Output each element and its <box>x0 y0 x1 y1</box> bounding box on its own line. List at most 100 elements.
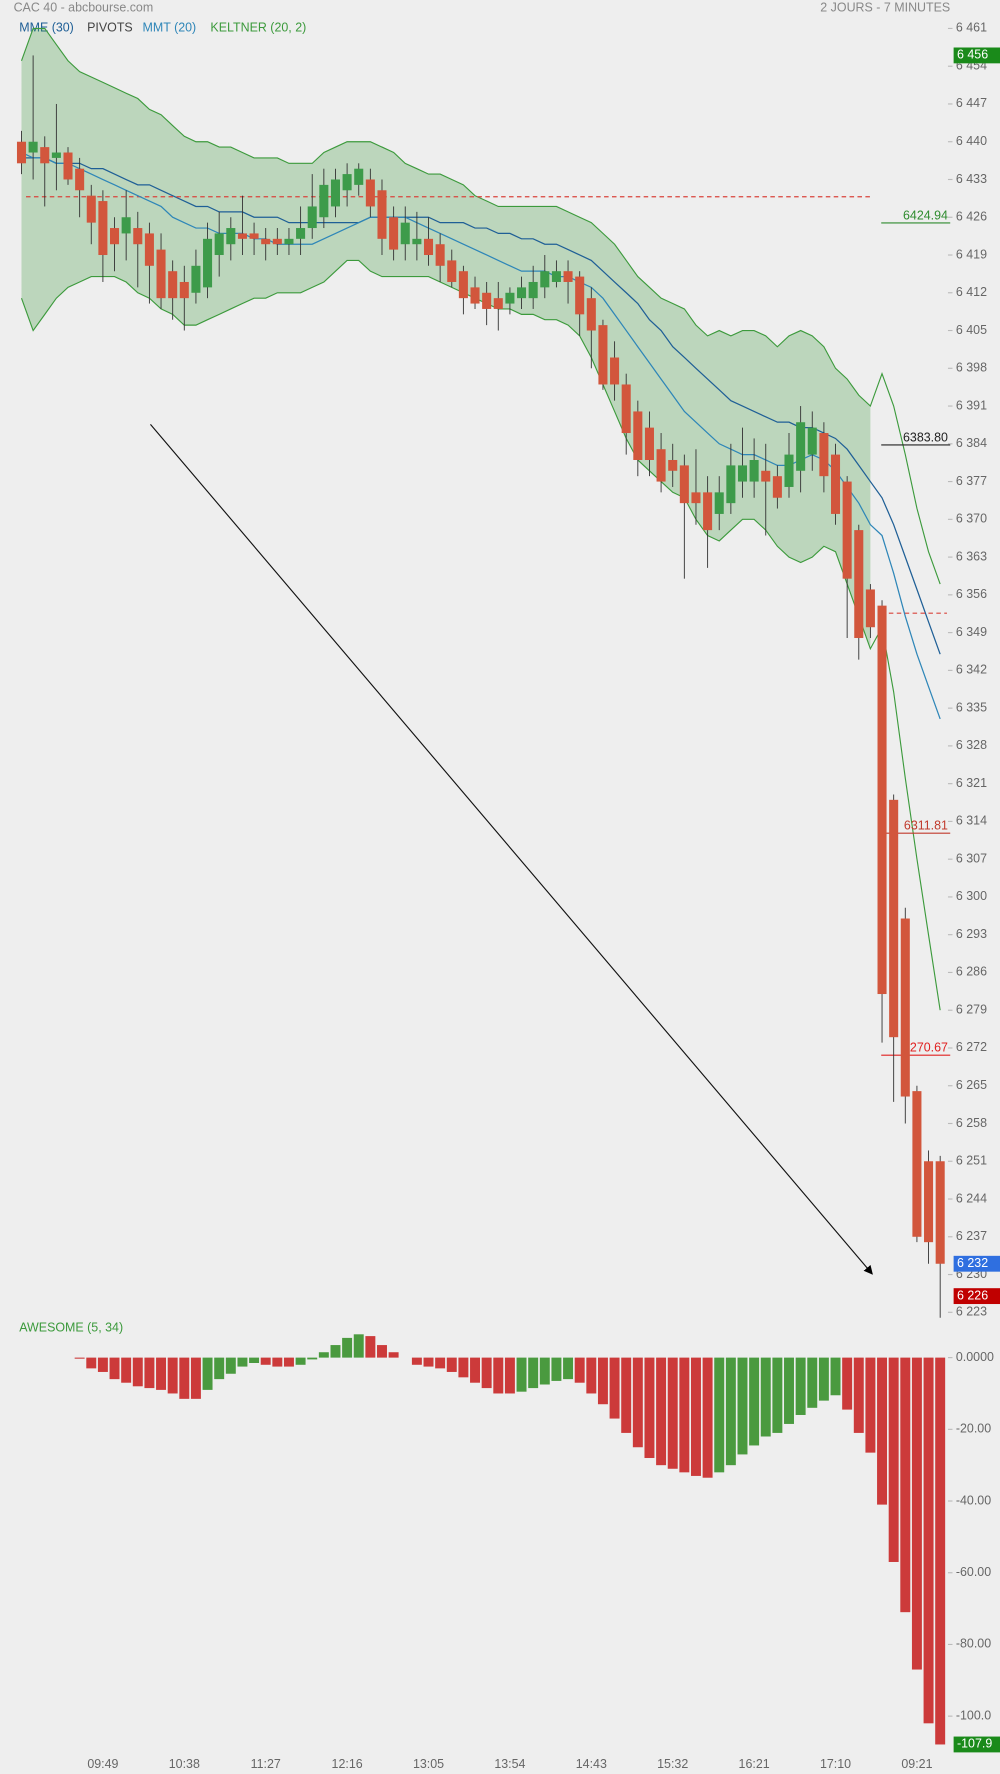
candle-body <box>319 184 329 218</box>
y-tick-label: 6 314 <box>956 814 987 828</box>
candle-body <box>191 265 201 293</box>
candle-body <box>633 411 643 460</box>
oscillator-bar <box>621 1357 632 1433</box>
y-tick-label: 6 300 <box>956 889 987 903</box>
legend-entry: MMT (20) <box>143 21 197 35</box>
oscillator-bar <box>388 1352 399 1358</box>
candle-body <box>330 179 340 207</box>
oscillator-bar <box>121 1357 132 1383</box>
oscillator-bar <box>888 1357 899 1562</box>
candle-body <box>912 1091 922 1237</box>
oscillator-bar <box>156 1357 167 1390</box>
oscillator-bar <box>877 1357 888 1505</box>
oscillator-bar <box>260 1357 271 1365</box>
y-tick-label: -40.00 <box>956 1493 991 1507</box>
oscillator-bar <box>923 1357 934 1724</box>
y-tick-label: 6 251 <box>956 1154 987 1168</box>
candle-body <box>924 1161 934 1243</box>
candle-body <box>749 459 759 482</box>
x-tick-label: 09:49 <box>87 1757 118 1771</box>
candle-body <box>865 589 875 628</box>
y-tick-label: 6 258 <box>956 1116 987 1130</box>
oscillator-bar <box>528 1357 539 1389</box>
legend-entry: KELTNER (20, 2) <box>210 21 306 35</box>
oscillator-bar <box>714 1357 725 1473</box>
oscillator-bar <box>609 1357 620 1419</box>
candle-body <box>16 141 27 164</box>
x-tick-label: 14:43 <box>576 1757 607 1771</box>
oscillator-bar <box>935 1357 946 1745</box>
oscillator-bar <box>679 1357 690 1473</box>
pivot-level-label: 6424.94 <box>903 208 948 222</box>
x-tick-label: 11:27 <box>251 1757 281 1771</box>
candle-body <box>110 228 120 245</box>
y-tick-label: -60.00 <box>956 1565 991 1579</box>
candle-body <box>737 465 748 482</box>
candle-body <box>935 1161 945 1264</box>
oscillator-bar <box>272 1357 283 1367</box>
y-tick-label: 6 342 <box>956 663 987 677</box>
oscillator-bar <box>97 1357 108 1372</box>
oscillator-bar <box>539 1357 550 1385</box>
candle-body <box>98 201 108 256</box>
x-tick-label: 09:21 <box>901 1757 932 1771</box>
candle-body <box>249 233 259 239</box>
oscillator-bar <box>330 1345 341 1358</box>
candle-body <box>121 217 131 234</box>
oscillator-bar <box>493 1357 504 1394</box>
oscillator-bar <box>435 1357 446 1369</box>
oscillator-bar <box>249 1357 260 1363</box>
candle-body <box>237 233 247 239</box>
x-tick-label: 13:54 <box>494 1757 525 1771</box>
keltner-upper <box>20 27 941 585</box>
moving-average <box>21 157 941 655</box>
candle-body <box>389 217 399 250</box>
oscillator-tag-label: -107.9 <box>957 1737 992 1751</box>
oscillator-bar <box>574 1357 585 1383</box>
y-tick-label: 6 237 <box>956 1229 987 1243</box>
candle-body <box>435 244 445 266</box>
oscillator-bar <box>446 1357 457 1372</box>
legend-entry: MME (30) <box>19 21 74 35</box>
y-tick-label: 6 363 <box>956 549 987 563</box>
candle-body <box>214 233 224 256</box>
candle-body <box>540 271 550 288</box>
oscillator-bar <box>411 1357 422 1365</box>
candle-body <box>51 152 61 158</box>
trend-arrow <box>150 423 873 1275</box>
oscillator-bar <box>377 1345 387 1358</box>
oscillator-bar <box>86 1357 97 1369</box>
oscillator-bar <box>725 1357 736 1466</box>
oscillator-bar <box>795 1357 806 1415</box>
candle-body <box>679 465 689 504</box>
candle-body <box>307 206 317 229</box>
price-tag-label: 6 456 <box>957 48 988 62</box>
oscillator-bar <box>516 1357 527 1392</box>
oscillator-bar <box>237 1357 248 1367</box>
y-tick-label: 0.0000 <box>956 1350 994 1364</box>
candle-body <box>772 476 782 498</box>
candle-body <box>156 249 166 299</box>
y-tick-label: 6 426 <box>956 210 987 224</box>
y-tick-label: 6 279 <box>956 1002 987 1016</box>
candle-body <box>598 325 608 385</box>
candle-body <box>365 179 375 207</box>
candle-body <box>505 292 515 304</box>
candle-body <box>726 465 736 504</box>
oscillator-bar <box>551 1357 562 1381</box>
y-tick-label: 6 447 <box>956 96 987 110</box>
y-tick-label: 6 433 <box>956 172 987 186</box>
oscillator-bar <box>690 1357 701 1476</box>
oscillator-tag <box>953 1736 1000 1753</box>
oscillator-bar <box>144 1357 155 1389</box>
y-tick-label: 6 419 <box>956 247 987 261</box>
oscillator-bar <box>830 1357 841 1396</box>
x-tick-label: 12:16 <box>332 1757 363 1771</box>
oscillator-bar <box>470 1357 480 1383</box>
candle-body <box>668 459 678 471</box>
candle-body <box>75 168 85 191</box>
candle-body <box>261 238 271 245</box>
candle-body <box>796 422 806 471</box>
oscillator-bar <box>74 1357 85 1359</box>
